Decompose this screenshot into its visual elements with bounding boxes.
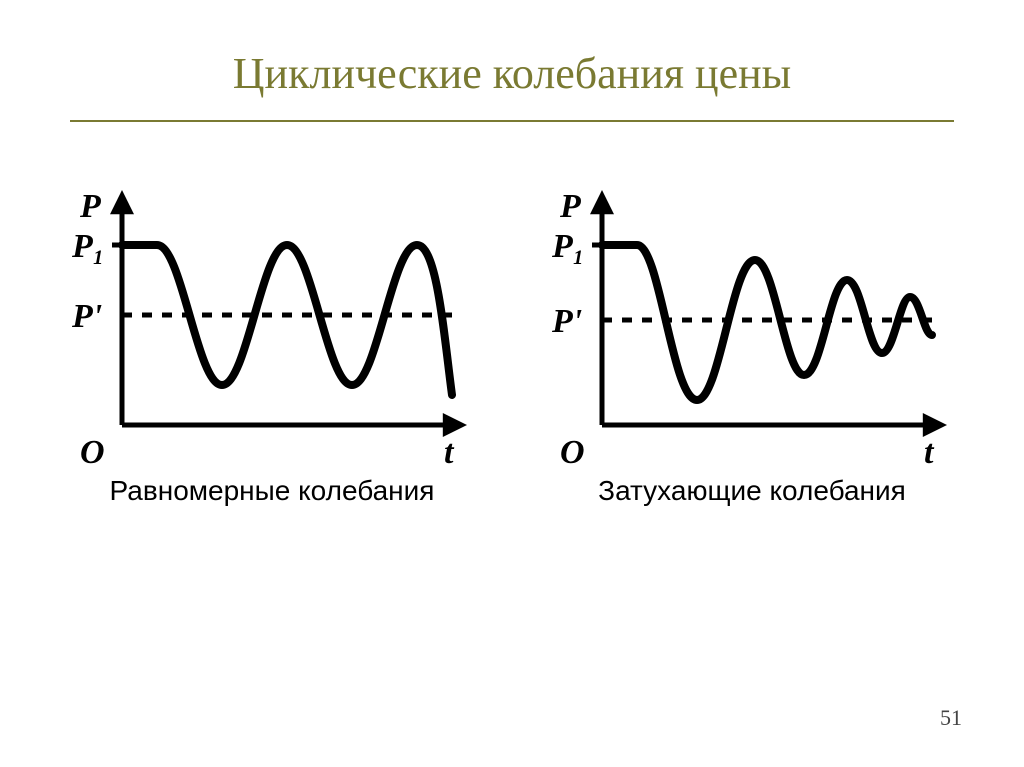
chart-right: PP₁ P' Ot Затухающие колебания xyxy=(542,175,962,507)
svg-text:t: t xyxy=(924,434,935,465)
svg-text:O: O xyxy=(80,434,105,465)
svg-text:O: O xyxy=(560,434,585,465)
chart-left: PP₁ P' Ot Равномерные колебания xyxy=(62,175,482,507)
title-divider xyxy=(70,120,954,122)
chart-right-svg: PP₁ P' Ot xyxy=(542,175,962,465)
charts-row: PP₁P'Ot Равномерные колебания PP₁P'Ot За… xyxy=(0,175,1024,507)
svg-text:P₁: P₁ xyxy=(71,228,105,265)
chart-right-caption: Затухающие колебания xyxy=(598,475,906,507)
slide-title: Циклические колебания цены xyxy=(0,48,1024,99)
chart-left-svg: PP₁ P' Ot xyxy=(62,175,482,465)
svg-text:P: P xyxy=(79,188,101,225)
svg-text:t: t xyxy=(444,434,455,465)
svg-text:P': P' xyxy=(71,298,102,335)
page-number: 51 xyxy=(940,705,962,731)
svg-text:P': P' xyxy=(551,303,582,340)
chart-left-caption: Равномерные колебания xyxy=(110,475,435,507)
svg-text:P: P xyxy=(559,188,581,225)
svg-text:P₁: P₁ xyxy=(551,228,585,265)
